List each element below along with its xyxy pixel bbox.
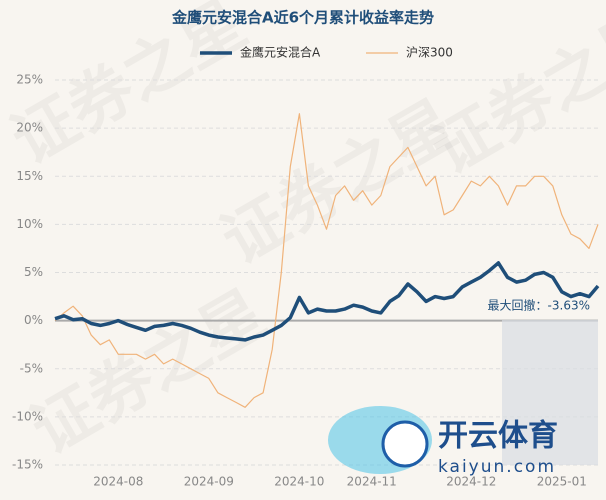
- chart-title: 金鹰元安混合A近6个月累计收益率走势: [171, 9, 434, 27]
- annotation: 最大回撤：-3.63%: [488, 298, 590, 313]
- y-tick-label: 5%: [24, 265, 43, 279]
- x-tick-label: 2024-09: [184, 475, 234, 489]
- legend-label: 金鹰元安混合A: [240, 45, 321, 60]
- logo-name: 开云体育: [438, 419, 558, 454]
- y-tick-label: 25%: [16, 73, 43, 87]
- x-tick-label: 2024-08: [93, 475, 143, 489]
- y-tick-label: 10%: [16, 217, 43, 231]
- logo: 开云体育 kaiyun.com: [328, 406, 558, 477]
- y-tick-label: -15%: [12, 458, 43, 472]
- logo-url: kaiyun.com: [438, 457, 556, 477]
- x-tick-label: 2024-11: [347, 475, 397, 489]
- drawdown-region: [502, 320, 598, 465]
- series-line: [54, 261, 600, 342]
- x-tick-label: 2025-01: [537, 475, 587, 489]
- series-line: [54, 113, 599, 408]
- logo-ball: [381, 420, 429, 468]
- watermark: 证券之星: [0, 0, 258, 179]
- y-tick-label: -10%: [12, 409, 43, 423]
- y-tick-label: 0%: [24, 313, 43, 327]
- y-tick-label: 15%: [16, 169, 43, 183]
- y-tick-label: 20%: [16, 121, 43, 135]
- y-tick-label: -5%: [20, 361, 43, 375]
- legend-label: 沪深300: [406, 46, 453, 60]
- watermark: 证券之星: [20, 277, 279, 469]
- watermark: 证券之星: [420, 0, 606, 189]
- watermark: 证券之星: [210, 87, 469, 279]
- x-tick-label: 2024-12: [446, 475, 496, 489]
- x-tick-label: 2024-10: [274, 475, 324, 489]
